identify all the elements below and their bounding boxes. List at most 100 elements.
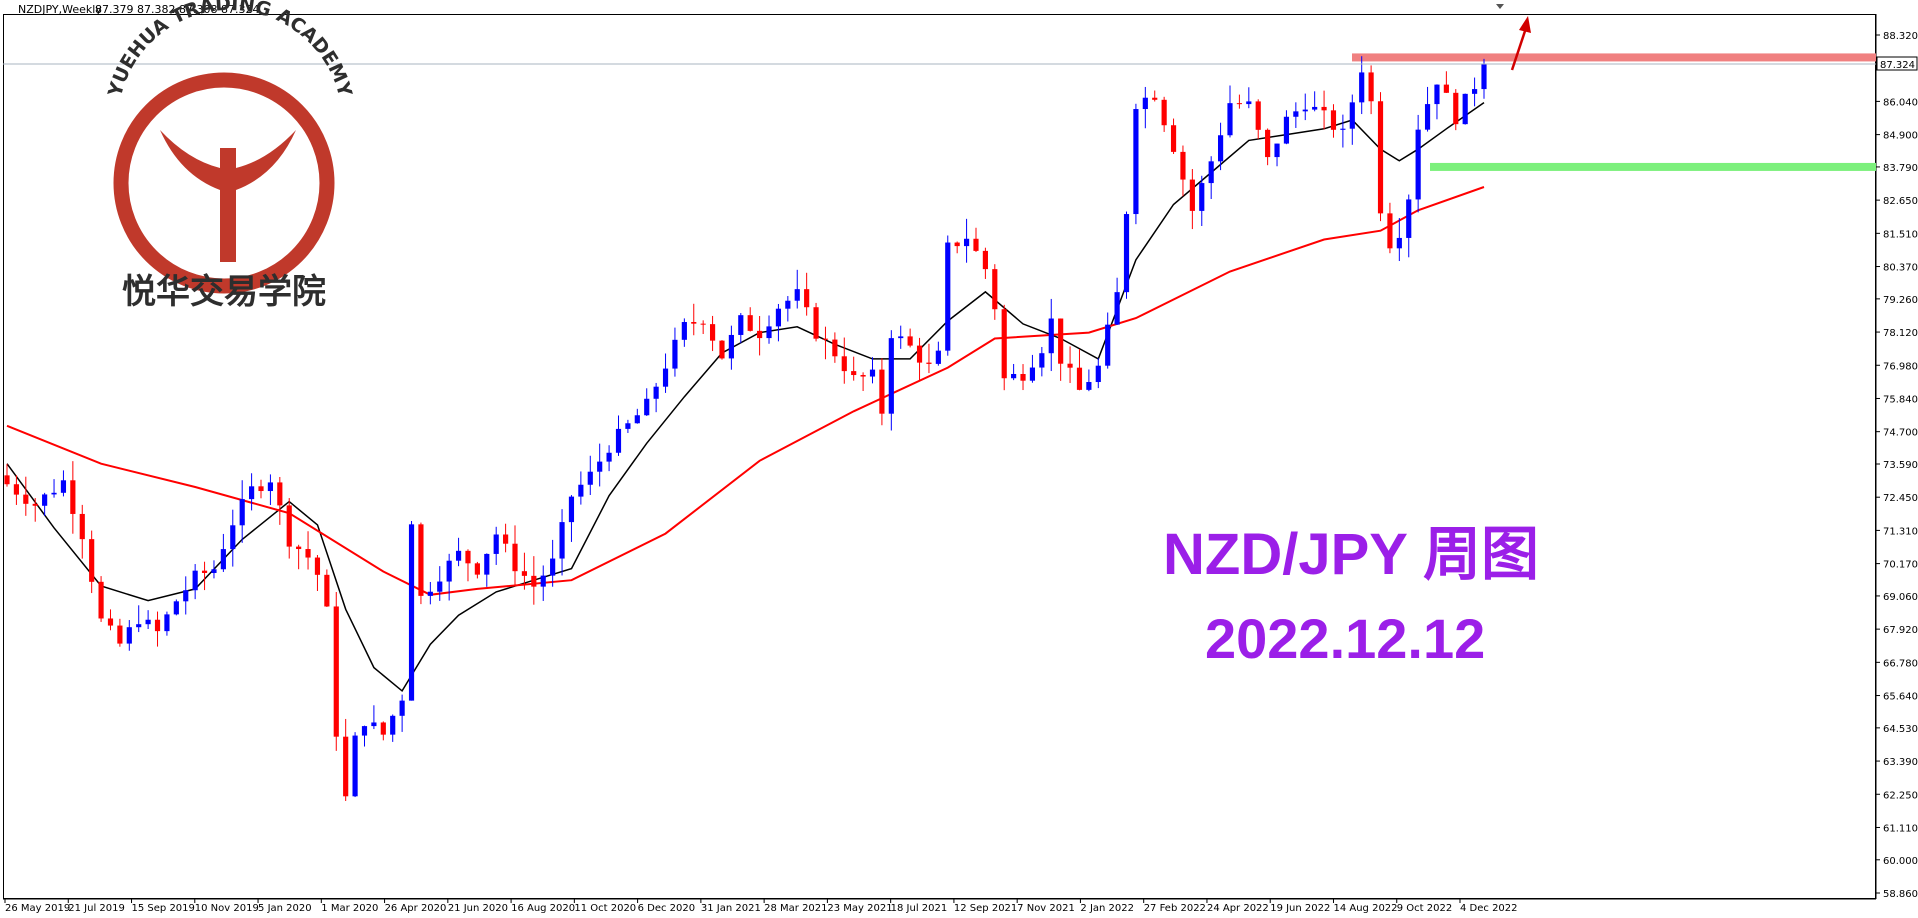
candle-bull	[1340, 128, 1346, 130]
candle-bull	[1293, 111, 1299, 117]
price-tick-label: 60.000	[1883, 856, 1918, 867]
price-tick-label: 83.790	[1883, 163, 1918, 174]
candle-bear	[719, 340, 725, 359]
price-tick-label: 62.250	[1883, 790, 1918, 801]
overlay-title: NZD/JPY 周图	[1163, 522, 1539, 587]
candle-bear	[324, 574, 330, 607]
candle-bull	[1406, 199, 1412, 238]
time-tick-label: 4 Dec 2022	[1460, 903, 1518, 914]
candle-bear	[1330, 110, 1337, 130]
candle-bull	[1227, 103, 1233, 136]
candle-bear	[277, 482, 283, 506]
current-price-label: 87.324	[1880, 60, 1915, 71]
candle-bull	[390, 715, 396, 735]
candle-bear	[954, 242, 960, 247]
candle-bull	[1246, 101, 1252, 105]
candle-bull	[578, 484, 584, 497]
price-tick-label: 81.510	[1883, 229, 1918, 240]
candle-bear	[804, 289, 810, 308]
candle-bear	[286, 505, 292, 547]
resistance-level	[1352, 53, 1876, 62]
candle-bear	[1152, 97, 1158, 100]
symbol-label: NZDJPY,Weekly	[18, 3, 102, 16]
candle-bear	[747, 315, 753, 331]
candle-bear	[1058, 318, 1064, 364]
candle-bear	[982, 250, 988, 270]
candle-bear	[1377, 101, 1384, 214]
candle-bear	[117, 625, 123, 644]
candle-bull	[653, 386, 659, 399]
candle-bull	[644, 398, 650, 416]
shift-marker-icon[interactable]	[1496, 4, 1504, 9]
candle-bull	[493, 534, 499, 554]
candle-bull	[559, 522, 565, 559]
candle-bull	[540, 575, 546, 587]
price-tick-label: 61.110	[1883, 823, 1918, 834]
candle-bull	[587, 471, 593, 485]
candle-bull	[766, 326, 772, 339]
candle-bear	[1161, 99, 1167, 126]
candle-bull	[1199, 183, 1205, 211]
candle-bull	[606, 452, 612, 462]
candle-bear	[1255, 101, 1261, 130]
time-tick-label: 19 Jun 2022	[1270, 903, 1330, 914]
candle-bear	[418, 524, 424, 596]
candle-bull	[164, 614, 170, 632]
price-tick-label: 84.900	[1883, 131, 1918, 142]
price-tick-label: 80.370	[1883, 263, 1918, 274]
time-tick-label: 12 Sep 2021	[954, 903, 1017, 914]
candle-bull	[173, 601, 179, 615]
price-tick-label: 88.320	[1883, 31, 1918, 42]
candle-bear	[70, 480, 76, 514]
candle-bull	[1302, 109, 1308, 112]
candle-bear	[1236, 103, 1242, 105]
candle-bull	[1114, 292, 1120, 325]
time-tick-label: 28 Mar 2021	[764, 903, 827, 914]
candle-bear	[973, 238, 979, 251]
price-tick-label: 72.450	[1883, 493, 1918, 504]
candle-bear	[1321, 106, 1327, 111]
candle-bull	[455, 550, 462, 561]
candle-bull	[1462, 93, 1468, 125]
candle-bull	[794, 289, 800, 301]
candle-bear	[992, 269, 998, 310]
candle-bear	[13, 484, 19, 495]
candle-bull	[728, 334, 734, 359]
candle-bear	[154, 619, 161, 632]
candles	[4, 56, 1487, 801]
candle-bull	[249, 486, 255, 500]
candle-bear	[1453, 92, 1459, 125]
candle-bull	[1208, 161, 1214, 184]
candle-bear	[201, 570, 208, 573]
price-tick-label: 79.260	[1883, 295, 1918, 306]
candle-bear	[1020, 373, 1026, 381]
candle-bear	[343, 736, 349, 797]
candle-bull	[437, 581, 443, 592]
candle-bear	[465, 550, 471, 564]
candle-bear	[1265, 129, 1271, 158]
bullish-arrow-icon	[1510, 16, 1531, 71]
candle-bull	[1481, 64, 1487, 90]
candle-bull	[427, 591, 433, 596]
logo-ring	[113, 72, 335, 294]
price-tick-label: 74.700	[1883, 428, 1918, 439]
time-tick-label: 18 Jul 2021	[891, 903, 948, 914]
current-price-marker: 87.324	[3, 56, 1918, 71]
time-tick-label: 14 Aug 2022	[1333, 903, 1397, 914]
candle-bear	[89, 539, 95, 582]
candle-bull	[267, 482, 274, 492]
candle-bull	[1217, 135, 1224, 162]
candle-bull	[945, 242, 951, 351]
price-tick-label: 67.920	[1883, 625, 1918, 636]
time-tick-label: 10 Nov 2019	[195, 903, 259, 914]
price-tick-label: 76.980	[1883, 361, 1918, 372]
candle-bear	[1189, 179, 1195, 211]
candle-bear	[258, 486, 264, 492]
candle-bear	[296, 546, 302, 550]
candle-bull	[1095, 365, 1101, 383]
time-tick-label: 21 Jul 2019	[68, 903, 125, 914]
candle-bull	[1105, 324, 1111, 366]
